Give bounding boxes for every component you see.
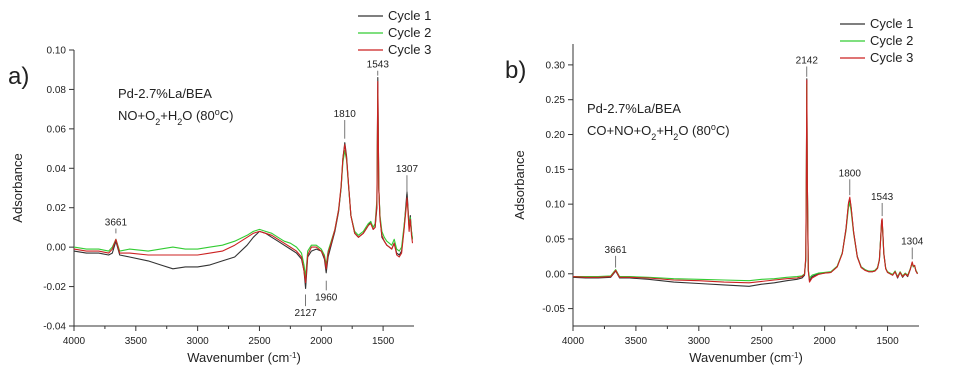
chart-panel-b: 4000 3500 3000 2500 2000 1500 -0.05 0.00 0.05 0.1… [505,16,924,365]
panel-label: a) [8,63,29,90]
y-tick-label: 0.06 [47,124,67,135]
y-tick-label: 0.20 [546,130,566,141]
y-tick-label: 0.05 [546,234,566,245]
y-tick-label: 0.15 [546,165,566,176]
x-tick-label: 3500 [625,336,648,347]
x-tick-label: 3000 [688,336,711,347]
condition-label: CO+NO+O2+H2O (80oC) [587,122,730,142]
x-tick-label: 3000 [187,336,210,347]
peak-label: 1960 [315,292,338,303]
legend-entry: Cycle 3 [388,42,431,57]
y-tick-label: -0.04 [43,322,66,333]
peak-label: 1307 [396,164,419,175]
x-tick-label: 4000 [562,336,585,347]
peak-label: 3661 [605,245,628,256]
legend-entry: Cycle 1 [388,8,431,23]
x-axis-title: Wavenumber (cm-1) [689,350,803,365]
peak-label: 1543 [871,192,894,203]
legend-entry: Cycle 1 [870,16,913,31]
x-tick-label: 1500 [372,336,395,347]
y-tick-label: 0.00 [47,243,67,254]
sample-label: Pd-2.7%La/BEA [587,101,681,116]
legend-entry: Cycle 2 [388,25,431,40]
y-tick-label: 0.08 [47,85,67,96]
x-tick-label: 2000 [814,336,837,347]
panel-label: b) [505,57,526,84]
peak-label: 2142 [796,55,819,66]
y-tick-label: 0.25 [546,95,566,106]
y-tick-label: 0.00 [546,269,566,280]
series-line-cycle-3 [572,79,918,284]
peak-label: 1304 [901,237,924,248]
sample-label: Pd-2.7%La/BEA [118,86,212,101]
y-tick-label: 0.10 [47,46,67,57]
y-axis-title: Adsorbance [10,153,25,222]
y-axis-title: Adsorbance [512,150,527,219]
chart-panel-a: 4000 3500 3000 2500 2000 1500 -0.04 -0.02 0.00 0.… [8,8,431,365]
y-tick-label: 0.02 [47,203,67,214]
peak-label: 1810 [334,109,357,120]
x-tick-label: 2500 [248,336,271,347]
y-tick-label: 0.04 [47,164,67,175]
peak-label: 2127 [294,308,317,319]
legend-entry: Cycle 2 [870,33,913,48]
x-tick-label: 2000 [310,336,333,347]
condition-label: NO+O2+H2O (80oC) [118,107,233,127]
series-line-cycle-3 [73,80,414,284]
x-tick-label: 1500 [876,336,899,347]
x-axis-title: Wavenumber (cm-1) [187,350,301,365]
x-tick-label: 2500 [751,336,774,347]
peak-label: 1800 [839,168,862,179]
y-tick-label: 0.10 [546,200,566,211]
peak-label: 3661 [105,217,128,228]
y-tick-label: -0.05 [542,304,565,315]
y-tick-label: 0.30 [546,60,566,71]
peak-label: 1543 [367,60,390,71]
x-tick-label: 3500 [125,336,148,347]
x-tick-label: 4000 [63,336,86,347]
legend-entry: Cycle 3 [870,50,913,65]
y-tick-label: -0.02 [43,282,66,293]
